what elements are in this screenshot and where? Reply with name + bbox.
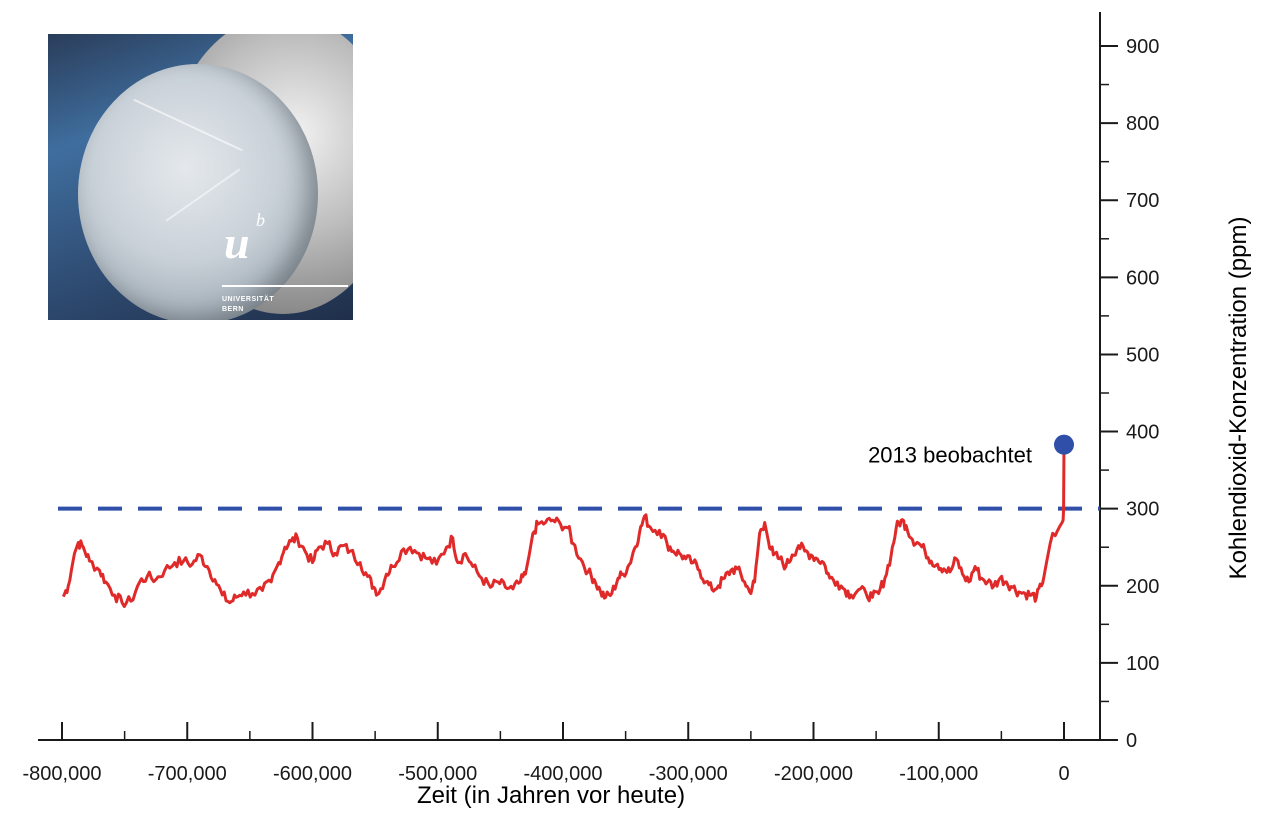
x-tick-label: 0 (1058, 763, 1069, 785)
x-tick-label: -500,000 (398, 763, 477, 785)
y-tick-label: 700 (1126, 190, 1159, 212)
unibe-logo-text-line2: BERN (222, 306, 244, 313)
x-tick-label: -800,000 (23, 763, 102, 785)
x-tick-label: -300,000 (649, 763, 728, 785)
x-tick-label: -400,000 (524, 763, 603, 785)
observation-2013-marker (1054, 434, 1074, 455)
co2-series-line (61, 444, 1066, 608)
y-axis-title: Kohlendioxid-Konzentration (ppm) (1225, 217, 1252, 580)
y-tick-label: 400 (1126, 422, 1159, 444)
y-tick-label: 500 (1126, 344, 1159, 366)
labels-layer: -800,000 -700,000 -600,000 -500,000 -400,000… (23, 36, 1160, 785)
y-tick-label: 200 (1126, 576, 1159, 598)
observation-2013-label: 2013 beobachtet (868, 443, 1032, 468)
x-tick-label: -200,000 (774, 763, 853, 785)
y-tick-label: 900 (1126, 36, 1159, 58)
y-tick-label: 600 (1126, 267, 1159, 289)
unibe-logo-text-line1: UNIVERSITÄT (222, 296, 275, 303)
y-tick-label: 800 (1126, 113, 1159, 135)
ice-core-photo: u b UNIVERSITÄT BERN (48, 34, 353, 320)
y-tick-label: 300 (1126, 499, 1159, 521)
unibe-logo-superscript: b (256, 210, 265, 230)
unibe-logo-letter: u (224, 217, 250, 268)
y-tick-label: 100 (1126, 653, 1159, 675)
y-tick-label: 0 (1126, 730, 1137, 752)
series-layer (61, 434, 1074, 608)
ice-core-cross-section (78, 64, 318, 320)
x-tick-label: -100,000 (899, 763, 978, 785)
axes (38, 12, 1118, 741)
x-tick-label: -700,000 (148, 763, 227, 785)
unibe-logo-rule (222, 285, 348, 287)
x-tick-label: -600,000 (273, 763, 352, 785)
x-axis-title: Zeit (in Jahren vor heute) (417, 782, 685, 809)
